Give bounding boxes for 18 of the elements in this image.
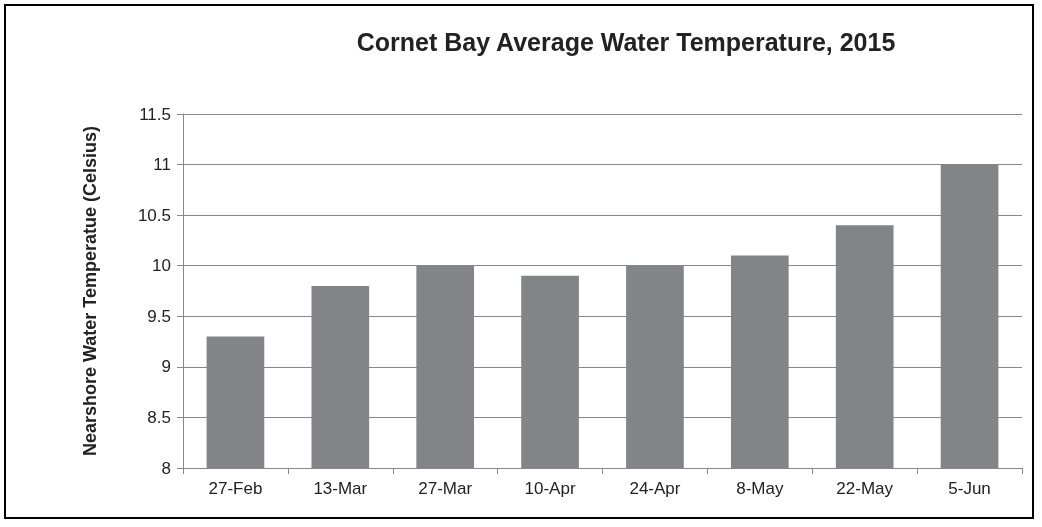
x-tick-label: 8-May	[736, 479, 784, 498]
y-tick-label: 11	[153, 155, 171, 175]
y-tick-label: 10.5	[137, 205, 171, 225]
y-tick-label: 8	[161, 458, 171, 478]
x-tick-label: 24-Apr	[629, 479, 681, 498]
y-tick-label: 8.5	[147, 407, 171, 427]
y-tick-label: 11.5	[139, 104, 171, 124]
x-tick-label: 22-May	[836, 479, 894, 498]
x-tick-label: 27-Mar	[418, 479, 473, 498]
x-tick-label: 13-Mar	[313, 479, 368, 498]
x-tick-label: 5-Jun	[948, 479, 991, 498]
y-tick-label: 10	[152, 256, 171, 276]
y-tick-label: 9	[161, 357, 171, 377]
x-tick-label: 27-Feb	[208, 479, 263, 498]
chart-title: Cornet Bay Average Water Temperature, 2015	[356, 27, 896, 56]
y-tick-label: 9.5	[147, 306, 171, 326]
x-tick-label: 10-Apr	[524, 479, 576, 498]
y-axis-title: Nearshore Water Temperatue (Celsius)	[80, 125, 100, 457]
